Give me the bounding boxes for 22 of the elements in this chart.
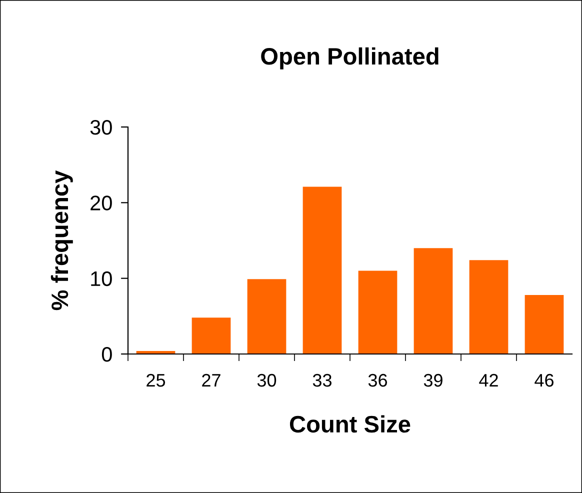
x-tick-label: 42	[479, 374, 498, 387]
x-tick-label: 46	[534, 374, 554, 387]
bar	[247, 279, 286, 354]
y-tick-label: 0	[102, 347, 112, 362]
y-tick-label: 10	[91, 271, 112, 286]
bar	[302, 186, 342, 354]
bar	[524, 294, 564, 354]
chart-title: Open Pollinated	[261, 47, 438, 70]
x-tick-label: 30	[257, 374, 276, 387]
x-tick-label: 36	[368, 374, 387, 387]
x-tick-label: 27	[202, 374, 220, 387]
y-axis-title: % frequency	[50, 170, 73, 310]
bar	[414, 248, 453, 354]
x-tick-label: 39	[424, 374, 442, 387]
y-tick-label: 20	[90, 196, 112, 210]
bar	[192, 318, 231, 354]
x-axis-title: Count Size	[290, 415, 410, 433]
x-tick-label: 33	[312, 374, 332, 387]
x-tick-label: 25	[146, 374, 166, 387]
bar	[358, 270, 398, 354]
y-tick-label: 30	[90, 120, 112, 135]
bar	[469, 260, 508, 354]
